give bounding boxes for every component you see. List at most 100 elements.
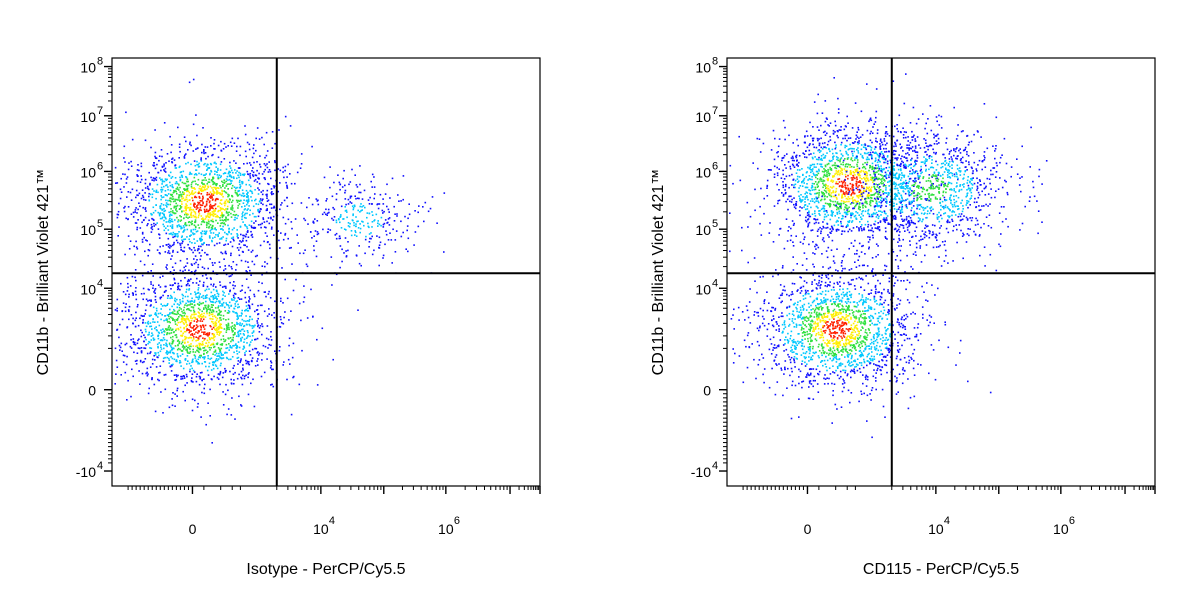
- event-dot: [198, 295, 201, 297]
- event-dot: [869, 201, 871, 203]
- event-dot: [219, 176, 222, 179]
- event-dot: [812, 252, 814, 254]
- event-dot: [119, 197, 122, 200]
- event-dot: [174, 393, 176, 395]
- event-dot: [149, 352, 151, 355]
- event-dot: [212, 301, 214, 304]
- event-dot: [153, 383, 156, 386]
- event-dot: [233, 177, 235, 180]
- event-dot: [911, 136, 913, 138]
- event-dot: [209, 325, 211, 327]
- event-dot: [186, 185, 189, 188]
- event-dot: [254, 338, 256, 341]
- event-dot: [156, 249, 159, 251]
- event-dot: [173, 205, 176, 208]
- event-dot: [219, 319, 221, 321]
- event-dot: [205, 304, 207, 307]
- event-dot: [136, 175, 139, 177]
- event-dot: [203, 378, 205, 380]
- event-dot: [809, 215, 812, 218]
- event-dot: [264, 232, 267, 234]
- event-dot: [219, 351, 222, 353]
- event-dot: [825, 187, 827, 189]
- event-dot: [231, 245, 234, 248]
- event-dot: [163, 185, 165, 188]
- event-dot: [826, 118, 828, 120]
- event-dot: [194, 355, 197, 357]
- event-dot: [840, 218, 843, 220]
- event-dot: [228, 307, 231, 309]
- event-dot: [219, 238, 221, 240]
- event-dot: [191, 303, 193, 305]
- event-dot: [196, 406, 199, 408]
- event-dot: [815, 192, 818, 195]
- event-dot: [143, 292, 145, 295]
- event-dot: [878, 210, 880, 212]
- event-dot: [864, 174, 867, 177]
- event-dot: [206, 192, 209, 194]
- event-dot: [212, 176, 215, 179]
- event-dot: [205, 230, 208, 233]
- event-dot: [834, 200, 837, 203]
- event-dot: [172, 195, 174, 198]
- event-dot: [355, 197, 357, 200]
- event-dot: [777, 200, 779, 202]
- event-dot: [247, 199, 250, 202]
- event-dot: [190, 234, 192, 236]
- event-dot: [213, 139, 216, 141]
- event-dot: [249, 343, 251, 346]
- event-dot: [305, 263, 308, 266]
- event-dot: [834, 131, 836, 133]
- event-dot: [782, 184, 784, 187]
- event-dot: [809, 164, 812, 167]
- event-dot: [916, 207, 918, 210]
- y-tick-exponent: 4: [97, 277, 103, 289]
- event-dot: [326, 214, 328, 216]
- event-dot: [246, 203, 248, 206]
- event-dot: [262, 217, 264, 219]
- event-dot: [847, 220, 849, 223]
- event-dot: [820, 178, 823, 180]
- event-dot: [199, 372, 202, 374]
- event-dot: [181, 235, 183, 237]
- event-dot: [126, 176, 129, 178]
- event-dot: [826, 152, 828, 154]
- event-dot: [136, 352, 139, 354]
- event-dot: [909, 177, 912, 180]
- event-dot: [136, 305, 139, 308]
- event-dot: [212, 285, 215, 287]
- event-dot: [192, 369, 195, 372]
- event-dot: [264, 265, 266, 268]
- event-dot: [179, 302, 182, 305]
- event-dot: [793, 203, 795, 206]
- event-dot: [190, 334, 192, 336]
- event-dot: [259, 223, 262, 226]
- event-dot: [862, 157, 864, 159]
- event-dot: [216, 198, 219, 200]
- event-dot: [313, 245, 315, 247]
- event-dot: [905, 167, 907, 169]
- event-dot: [159, 350, 162, 353]
- event-dot: [222, 219, 225, 222]
- event-dot: [230, 252, 232, 255]
- event-dot: [177, 220, 179, 223]
- event-dot: [237, 333, 240, 336]
- event-dot: [213, 192, 216, 194]
- event-dot: [176, 324, 178, 326]
- event-dot: [167, 199, 169, 202]
- event-dot: [371, 221, 374, 223]
- event-dot: [227, 312, 230, 314]
- event-dot: [344, 198, 347, 200]
- event-dot: [804, 196, 807, 198]
- event-dot: [875, 183, 877, 186]
- event-dot: [145, 372, 147, 375]
- event-dot: [183, 323, 185, 325]
- event-dot: [209, 237, 211, 239]
- event-dot: [199, 200, 202, 202]
- event-dot: [282, 216, 285, 219]
- event-dot: [157, 346, 159, 349]
- event-dot: [254, 199, 256, 202]
- event-dot: [206, 352, 208, 354]
- event-dot: [818, 212, 820, 215]
- event-dot: [357, 220, 359, 222]
